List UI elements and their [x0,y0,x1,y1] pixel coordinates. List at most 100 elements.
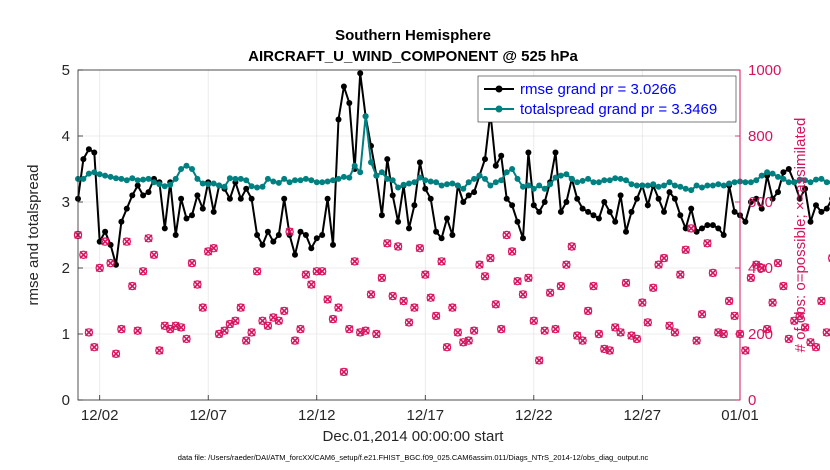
obs-possible-marker [421,270,430,279]
data-point-spread [254,184,261,191]
y-right-tick-label: 0 [748,392,756,409]
data-point-rmse [715,225,722,232]
obs-possible-marker [372,329,381,339]
data-point-rmse [319,232,326,238]
data-point-rmse [742,218,749,225]
obs-possible-marker [100,237,110,246]
data-point-spread [764,169,771,176]
data-point-rmse [780,169,787,176]
obs-assimilated-marker [307,280,316,289]
obs-assimilated-marker [356,328,365,337]
obs-possible-marker [486,253,495,263]
data-point-spread [275,179,282,186]
data-point-spread [595,179,602,186]
obs-assimilated-marker [687,224,696,233]
obs-possible-marker [263,321,273,330]
data-point-rmse [161,225,168,232]
obs-assimilated-marker [540,326,549,335]
obs-possible-marker [187,258,197,268]
obs-possible-marker [616,328,625,337]
obs-assimilated-marker [567,242,576,251]
x-axis-label: Dec.01,2014 00:00:00 start [323,428,505,445]
obs-possible-marker [193,280,202,289]
y-right-tick-label: 600 [748,194,773,211]
obs-assimilated-marker [383,239,392,248]
data-point-rmse [813,202,819,209]
obs-assimilated-marker [801,323,810,332]
data-point-spread [579,177,586,184]
obs-assimilated-marker [247,328,256,337]
data-point-rmse [433,228,440,235]
data-point-spread [123,177,130,184]
data-point-spread [720,182,727,189]
data-point-rmse [720,232,727,238]
data-point-spread [492,179,499,186]
obs-assimilated-marker [817,297,826,305]
obs-possible-marker [703,239,712,248]
obs-assimilated-marker [676,270,685,279]
obs-possible-marker [768,298,777,307]
data-point-rmse [340,83,347,90]
obs-assimilated-marker [638,298,647,307]
data-point-spread [102,172,109,179]
obs-assimilated-marker [822,328,830,337]
obs-assimilated-marker [556,282,565,291]
data-point-spread [210,180,217,187]
obs-assimilated-marker [632,334,641,343]
data-point-rmse [183,215,190,222]
obs-possible-marker [518,290,528,299]
data-point-rmse [579,205,586,212]
obs-possible-marker [562,260,571,269]
obs-assimilated-marker [421,270,430,279]
data-point-rmse [574,195,581,202]
data-point-spread [791,179,798,186]
data-point-spread [302,175,309,182]
data-point-spread [650,181,657,188]
data-point-spread [167,181,174,188]
obs-assimilated-marker [714,328,723,337]
data-point-rmse [346,100,353,106]
y-tick-label: 1 [62,326,70,343]
obs-assimilated-marker [600,344,609,353]
obs-assimilated-marker [518,290,527,299]
data-point-spread [704,182,711,189]
obs-possible-marker [828,254,830,262]
obs-assimilated-marker [372,330,381,338]
data-point-spread [487,182,494,189]
obs-assimilated-marker [589,282,598,291]
obs-possible-marker [643,318,653,327]
data-point-spread [606,177,613,184]
data-point-spread [498,177,505,184]
data-point-spread [134,177,141,184]
data-point-spread [742,179,749,186]
data-point-spread [709,182,716,189]
obs-possible-marker [578,336,587,345]
data-point-spread [476,172,483,179]
obs-possible-marker [611,323,620,332]
obs-assimilated-marker [394,242,403,251]
data-point-spread [156,181,163,188]
data-point-rmse [671,195,678,202]
x-tick-label: 12/17 [407,407,445,424]
data-point-spread [601,177,608,184]
data-point-spread [520,183,526,190]
obs-assimilated-marker [84,328,93,337]
obs-possible-marker [90,343,99,352]
obs-assimilated-marker [584,306,593,315]
y-tick-label: 5 [62,62,70,79]
obs-assimilated-marker [193,280,202,289]
obs-assimilated-marker [204,247,213,256]
obs-possible-marker [784,334,794,344]
data-point-spread [563,171,570,178]
data-point-spread [628,181,635,188]
data-point-spread [552,174,559,181]
data-point-rmse [482,156,488,163]
data-point-spread [769,170,776,177]
obs-possible-marker [692,336,701,345]
data-point-rmse [623,228,629,235]
obs-assimilated-marker [285,227,294,236]
obs-possible-marker [632,334,642,344]
data-point-rmse [140,192,147,199]
data-point-spread [216,182,223,189]
